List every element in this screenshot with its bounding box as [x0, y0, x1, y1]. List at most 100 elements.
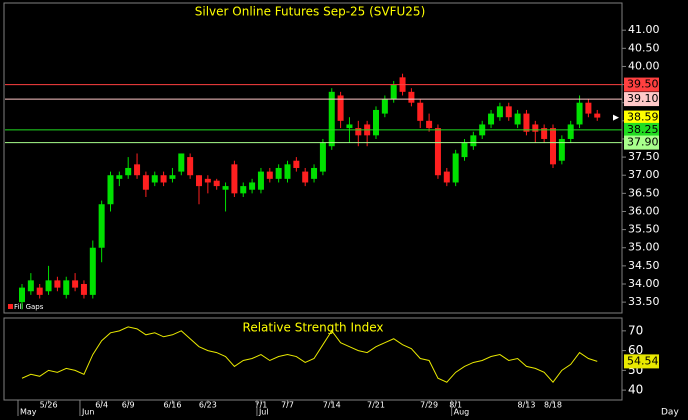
candle-body	[151, 175, 158, 183]
x-tick-label: 6/4	[95, 401, 108, 410]
gap-icon	[8, 304, 13, 309]
candle-body	[134, 164, 141, 176]
candle-body	[390, 84, 397, 100]
y-tick-label: 40.50	[628, 41, 660, 54]
x-tick-label: 7/7	[281, 401, 294, 410]
candle-body	[178, 153, 185, 172]
y-tick-label: 33.50	[628, 295, 660, 308]
x-tick-label: 6/16	[163, 401, 181, 410]
month-label: Jun	[81, 408, 95, 417]
candle-body	[36, 287, 43, 295]
level-label: 38.59	[627, 111, 659, 124]
candle-body	[373, 109, 379, 136]
candle-body	[311, 167, 318, 179]
candle-body	[381, 99, 388, 114]
candle-body	[169, 175, 176, 179]
rsi-panel	[3, 317, 623, 401]
candle-body	[266, 171, 273, 179]
candle-body	[567, 124, 574, 139]
chart-title: Silver Online Futures Sep-25 (SVFU25)	[195, 5, 426, 19]
y-tick-label: 37.50	[628, 150, 660, 163]
candle-body	[576, 102, 583, 125]
candle-body	[187, 157, 194, 176]
candle-body	[461, 142, 468, 158]
y-tick-label: 40	[628, 383, 643, 397]
candle-body	[27, 280, 34, 292]
x-tick-label: 8/18	[544, 401, 562, 410]
level-box	[624, 122, 659, 137]
candle-body	[585, 102, 592, 114]
y-tick-label: 70	[628, 323, 643, 337]
level-label: 37.90	[627, 136, 659, 149]
x-tick-label: 8/1	[449, 401, 462, 410]
candle-body	[532, 124, 539, 132]
candle-body	[63, 280, 70, 295]
candle-body	[240, 186, 247, 194]
candle-body	[196, 175, 202, 187]
candle-body	[550, 128, 556, 165]
x-tick-label: 6/9	[122, 401, 135, 410]
y-tick-label: 34.50	[628, 259, 660, 272]
level-box	[624, 77, 659, 92]
candle-body	[514, 113, 521, 125]
level-label: 39.50	[627, 78, 659, 91]
month-label: May	[20, 408, 37, 417]
candle-body	[116, 175, 123, 179]
candle-body	[417, 102, 424, 121]
candle-body	[594, 113, 601, 118]
y-tick-label: 34.00	[628, 277, 660, 290]
level-label: 39.10	[627, 92, 659, 105]
candle-body	[54, 280, 61, 288]
price-panel	[3, 2, 623, 314]
candle-body	[160, 175, 167, 183]
candle-body	[293, 160, 300, 168]
candle-body	[249, 182, 256, 190]
candle-body	[45, 280, 52, 292]
rsi-value-box	[624, 354, 659, 369]
candle-body	[19, 287, 25, 303]
candle-body	[80, 283, 87, 295]
y-tick-label: 36.00	[628, 204, 660, 217]
candle-body	[452, 153, 459, 183]
level-box	[624, 135, 659, 150]
x-tick-label: 7/21	[367, 401, 385, 410]
candle-body	[328, 91, 335, 147]
candle-body	[213, 180, 220, 187]
x-tick-label: 7/29	[420, 401, 438, 410]
month-label: Aug	[454, 408, 470, 417]
candle-body	[488, 113, 495, 125]
x-tick-label: 6/23	[199, 401, 217, 410]
level-label: 38.25	[627, 123, 659, 136]
y-tick-label: 40.00	[628, 59, 660, 72]
y-tick-label: 41.00	[628, 23, 660, 36]
x-tick-label: 8/13	[517, 401, 535, 410]
candle-body	[496, 106, 503, 118]
x-tick-label: 7/14	[323, 401, 341, 410]
candle-body	[426, 120, 433, 129]
candle-body	[72, 280, 79, 288]
candle-body	[443, 171, 450, 183]
level-box	[624, 92, 659, 107]
candle-body	[107, 175, 114, 205]
y-tick-label: 35.50	[628, 223, 660, 236]
month-label: Jul	[258, 408, 269, 417]
candle-body	[222, 186, 229, 190]
candle-body	[505, 106, 512, 118]
candle-body	[257, 171, 264, 190]
candle-body	[434, 128, 441, 176]
candle-body	[319, 142, 326, 172]
candle-body	[355, 128, 362, 136]
candle-body	[125, 167, 132, 176]
candle-body	[302, 171, 309, 183]
candle-body	[541, 128, 548, 139]
y-tick-label: 35.00	[628, 241, 660, 254]
candle-body	[346, 124, 353, 129]
candle-body	[470, 135, 477, 147]
candle-body	[275, 167, 282, 179]
candle-body	[231, 164, 238, 194]
candle-body	[523, 113, 530, 132]
y-tick-label: 36.50	[628, 186, 660, 199]
candle-body	[558, 138, 565, 161]
